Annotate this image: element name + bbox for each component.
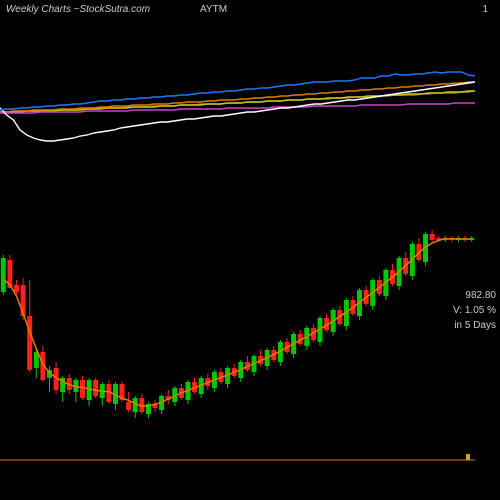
ticker-symbol: AYTM [200, 4, 227, 15]
volume-value: V: 1.05 % [453, 305, 496, 316]
price-value: 982.80 [465, 290, 496, 301]
price-label: 982.80 [465, 290, 496, 303]
chart-area [0, 20, 475, 480]
chart-svg [0, 20, 475, 480]
period-label: in 5 Days [454, 320, 496, 333]
watermark-text: Weekly Charts ~StockSutra.com [6, 4, 150, 15]
right-label: 1 [482, 4, 488, 15]
volume-label: V: 1.05 % [453, 305, 496, 318]
period-value: in 5 Days [454, 320, 496, 331]
chart-header: Weekly Charts ~StockSutra.com AYTM 1 [0, 4, 500, 20]
